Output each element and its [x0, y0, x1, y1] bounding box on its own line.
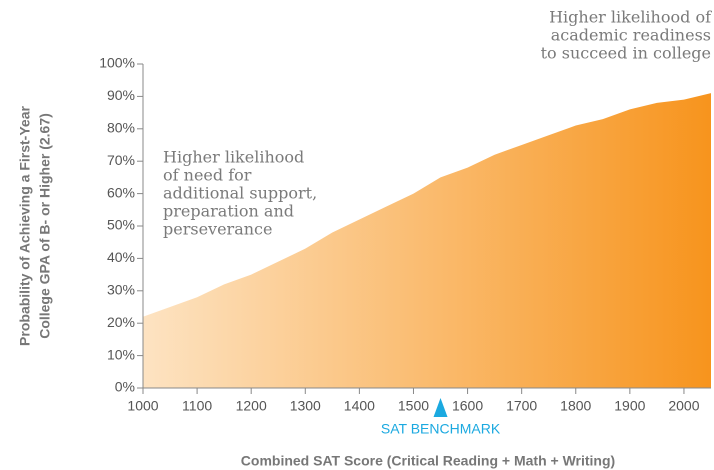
x-tick-label: 1100: [182, 398, 212, 414]
y-tick-label: 40%: [107, 249, 135, 265]
y-tick-label: 80%: [107, 120, 135, 136]
x-tick-label: 1900: [614, 398, 645, 414]
x-axis-title: Combined SAT Score (Critical Reading + M…: [241, 453, 615, 469]
x-tick-label: 1000: [127, 398, 158, 414]
annotation: to succeed in college: [541, 44, 711, 63]
annotation: academic readiness: [551, 26, 711, 45]
y-tick-label: 50%: [107, 217, 135, 233]
annotation: perseverance: [163, 220, 272, 239]
x-tick-label: 2000: [668, 398, 699, 414]
x-tick-label: 1500: [398, 398, 429, 414]
annotation: Higher likelihood: [163, 148, 304, 167]
y-tick-label: 30%: [107, 282, 135, 298]
x-tick-label: 1600: [452, 398, 483, 414]
annotation: preparation and: [163, 202, 294, 221]
y-axis-title: College GPA of B- or Higher (2.67): [37, 113, 53, 339]
y-tick-label: 100%: [99, 55, 135, 71]
benchmark-marker: [433, 398, 448, 417]
x-tick-label: 1800: [560, 398, 591, 414]
y-tick-label: 70%: [107, 152, 135, 168]
x-tick-label: 1700: [506, 398, 537, 414]
x-tick-label: 1200: [236, 398, 267, 414]
y-tick-label: 90%: [107, 87, 135, 103]
annotation: Higher likelihood of: [549, 8, 712, 27]
area: [143, 93, 711, 388]
x-tick-label: 1300: [290, 398, 321, 414]
y-tick-label: 60%: [107, 184, 135, 200]
y-tick-label: 10%: [107, 346, 135, 362]
benchmark-label: SAT BENCHMARK: [381, 421, 501, 437]
y-tick-label: 0%: [115, 379, 135, 395]
y-tick-label: 20%: [107, 314, 135, 330]
annotation: of need for: [163, 166, 252, 185]
x-tick-label: 1400: [344, 398, 375, 414]
annotation: additional support,: [163, 184, 317, 203]
y-axis-title: Probability of Achieving a First-Year: [17, 106, 33, 346]
